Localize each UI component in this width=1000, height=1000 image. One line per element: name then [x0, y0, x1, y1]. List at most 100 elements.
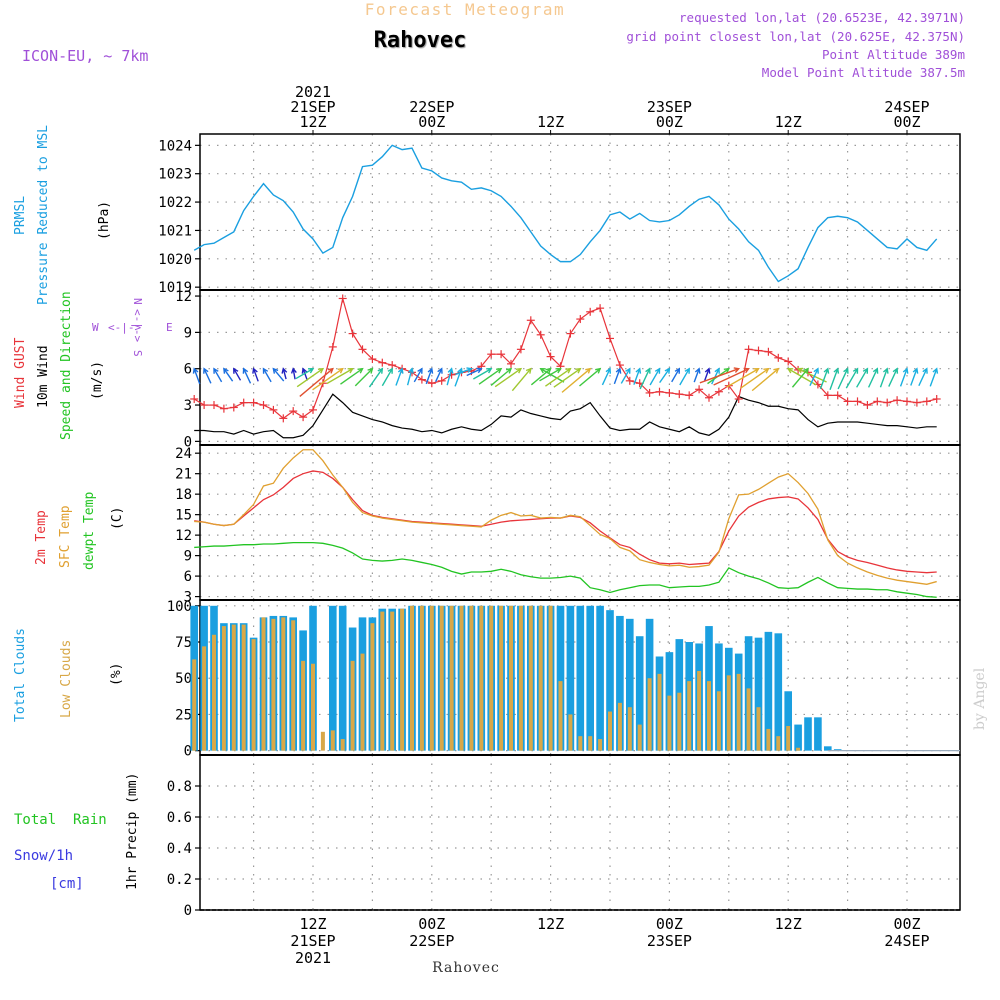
- gust-marker: [675, 390, 684, 399]
- precip-unit: 1hr Precip (mm): [125, 773, 140, 890]
- low-cloud-bar: [627, 707, 632, 751]
- gust-marker: [625, 376, 634, 385]
- gust-marker: [497, 350, 506, 359]
- wind-direction-arrow: [295, 367, 315, 380]
- gust-marker: [249, 398, 258, 407]
- gust-marker: [388, 361, 397, 370]
- clouds-unit: (%): [109, 663, 124, 686]
- low-cloud-bar: [499, 605, 504, 751]
- total-cloud-bar: [586, 605, 594, 751]
- gust-marker: [289, 407, 298, 416]
- gust-marker: [734, 394, 743, 403]
- wind-direction-arrow: [740, 367, 770, 389]
- wind-direction-arrow: [296, 367, 325, 388]
- wind-direction-arrow: [561, 367, 592, 393]
- low-cloud-bar: [677, 692, 682, 751]
- low-cloud-bar: [221, 626, 226, 751]
- wind-speed-line: [194, 393, 937, 439]
- wind-direction-arrow: [929, 367, 939, 387]
- snow-label: Snow/1h: [14, 848, 73, 864]
- bottom-time-label: 12Z: [775, 915, 802, 933]
- gust-marker: [299, 413, 308, 422]
- wind-direction-arrow: [693, 367, 701, 383]
- gust-marker: [526, 316, 535, 325]
- bottom-time-label: 21SEP: [290, 932, 335, 950]
- gust-marker: [417, 375, 426, 384]
- wind-10m-label: 10m Wind: [36, 345, 51, 408]
- ytick-label: 18: [175, 487, 192, 503]
- meteogram-subtitle: Forecast Meteogram: [365, 0, 565, 19]
- wind-direction-arrow: [413, 367, 423, 383]
- gust-marker: [833, 391, 842, 400]
- gust-marker: [685, 391, 694, 400]
- wind-direction-arrow: [478, 367, 503, 385]
- low-cloud-bar: [212, 634, 216, 751]
- total-cloud-bar: [814, 717, 822, 751]
- wind-direction-arrow: [579, 367, 602, 387]
- wind-direction-arrow: [354, 367, 374, 387]
- gust-marker: [606, 334, 614, 343]
- total-cloud-bar: [556, 605, 565, 751]
- gust-marker: [843, 397, 852, 406]
- top-time-label: 12Z: [299, 113, 326, 131]
- pressure-label-prmsl: PRMSL: [13, 196, 28, 235]
- gust-marker: [922, 397, 931, 406]
- gust-marker: [615, 361, 624, 370]
- gust-marker: [546, 352, 555, 361]
- requested-coords: requested lon,lat (20.6523E, 42.3971N): [679, 10, 965, 25]
- total-cloud-bar: [794, 724, 802, 751]
- wind-direction-arrow: [340, 367, 364, 385]
- low-cloud-bar: [588, 736, 593, 751]
- bottom-time-label: 23SEP: [647, 932, 692, 950]
- gust-marker: [259, 401, 268, 410]
- wind-direction-arrow: [679, 367, 690, 386]
- low-cloud-bar: [281, 617, 286, 751]
- low-cloud-bar: [746, 688, 751, 751]
- ytick-label: 24: [175, 446, 192, 462]
- top-time-label: 00Z: [418, 113, 445, 131]
- ytick-label: 21: [175, 467, 192, 483]
- total-cloud-bar: [626, 618, 634, 751]
- low-cloud-bar: [617, 702, 622, 751]
- gust-marker: [229, 403, 238, 412]
- top-time-label: 21SEP: [290, 98, 335, 116]
- wind-direction-arrow: [545, 367, 572, 387]
- wind-direction-arrow: [466, 367, 483, 377]
- svg-text:N: N: [131, 298, 144, 305]
- low-cloud-bar: [697, 670, 702, 751]
- plot-layer: 1019 1020 1021 1022 1023 1024 0 3 6 9 12 3 6 9 12 15 18 2…: [158, 83, 961, 967]
- low-cloud-bar: [528, 605, 533, 751]
- wind-direction-arrow: [192, 367, 201, 385]
- gust-marker: [437, 376, 446, 385]
- wind-direction-arrow: [272, 367, 285, 382]
- wind-direction-arrow: [312, 367, 344, 391]
- gust-marker: [348, 329, 357, 338]
- gust-marker: [784, 357, 793, 366]
- gust-marker: [447, 370, 456, 379]
- wind-dir-label: Speed and Direction: [59, 291, 74, 440]
- wind-direction-arrow: [299, 367, 334, 397]
- wind-direction-arrow: [601, 367, 612, 386]
- svg-text:<-|->: <-|->: [131, 309, 144, 342]
- wind-direction-arrow: [856, 367, 869, 388]
- ytick-label: 1019: [158, 280, 192, 296]
- gust-marker: [932, 394, 941, 403]
- total-cloud-bar: [329, 605, 337, 751]
- ytick-label: 6: [184, 362, 192, 378]
- low-cloud-bar: [330, 730, 335, 751]
- bottom-time-label: 00Z: [656, 915, 683, 933]
- sfc-temp-line: [194, 449, 937, 585]
- low-cloud-bar: [796, 747, 801, 751]
- wind-direction-arrow: [791, 367, 809, 388]
- wind-direction-arrow: [539, 367, 565, 383]
- bottom-time-label: 24SEP: [884, 932, 929, 950]
- gust-marker: [427, 379, 436, 388]
- low-cloud-bar: [598, 739, 603, 751]
- ytick-label: 0: [184, 903, 192, 919]
- credit-watermark: by Angel: [972, 667, 988, 730]
- bottom-time-label: 12Z: [537, 915, 564, 933]
- wind-direction-arrow: [910, 367, 919, 386]
- top-time-label: 2021: [295, 83, 331, 101]
- wind-direction-arrow: [888, 367, 899, 387]
- ytick-label: 100: [167, 599, 192, 615]
